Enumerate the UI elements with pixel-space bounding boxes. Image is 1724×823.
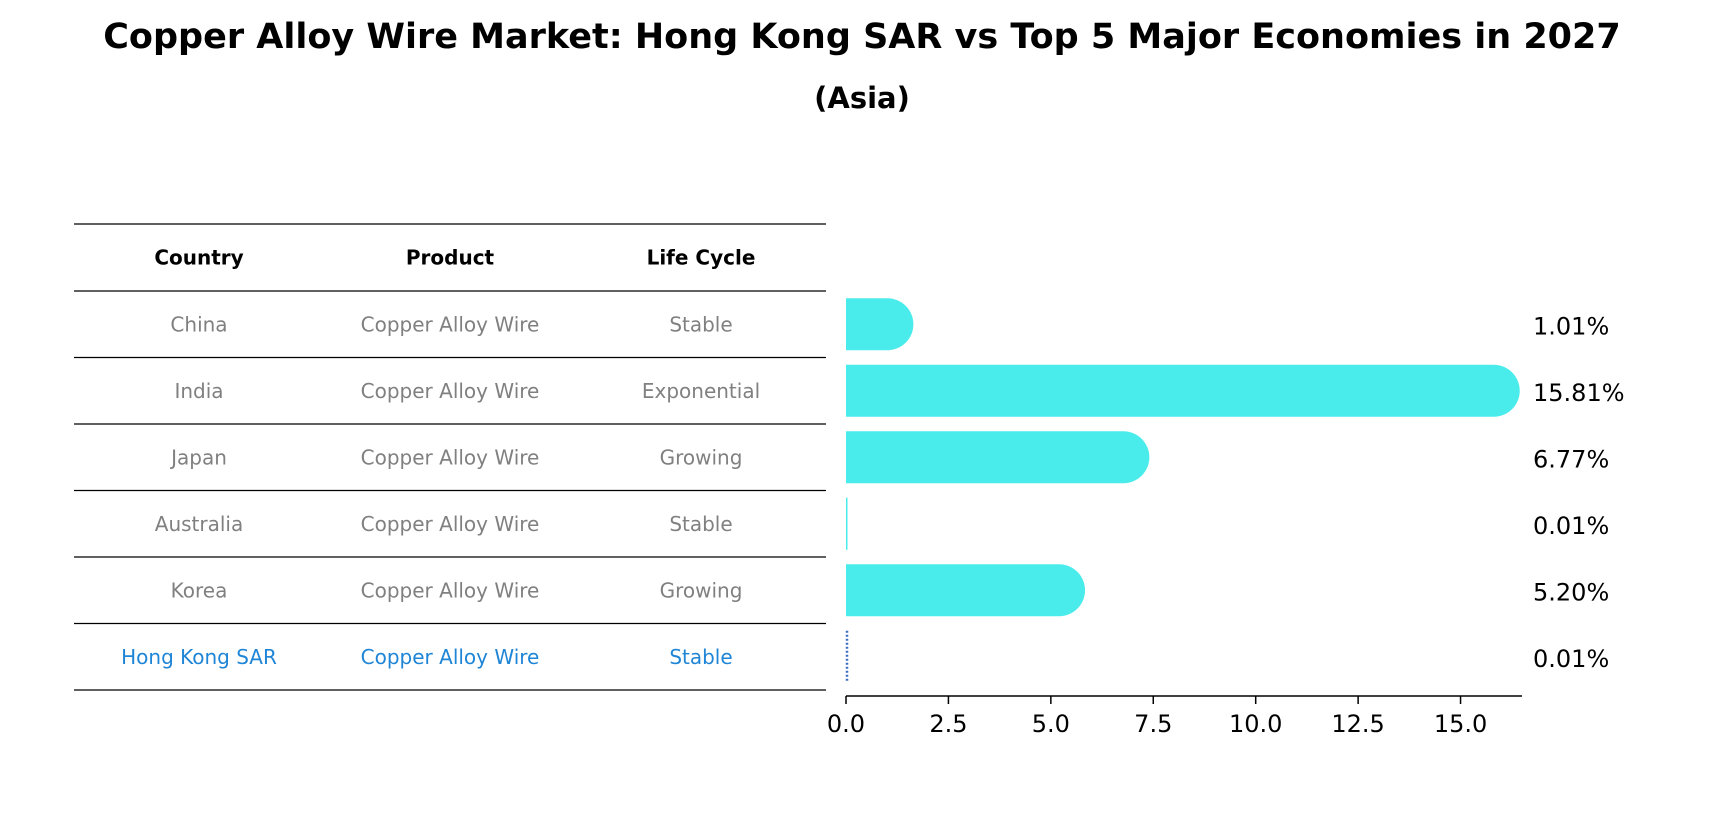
value-label: 5.20% (1533, 578, 1609, 606)
value-label: 15.81% (1533, 379, 1625, 407)
bar-china (846, 298, 914, 351)
table-row: Japan Copper Alloy Wire Growing (169, 445, 742, 469)
value-labels: 1.01% 15.81% 6.77% 0.01% 5.20% 0.01% (1533, 312, 1625, 673)
bar-australia (846, 497, 848, 550)
bar-korea (846, 564, 1086, 617)
bar-series (845, 298, 1520, 683)
cell-country: China (170, 312, 227, 336)
cell-product: Copper Alloy Wire (361, 312, 540, 336)
bar-japan (846, 431, 1150, 484)
cell-life-cycle: Growing (660, 578, 743, 602)
cell-product: Copper Alloy Wire (361, 379, 540, 403)
x-axis: 0.0 2.5 5.0 7.5 10.0 12.5 15.0 (827, 695, 1522, 738)
table-row: Australia Copper Alloy Wire Stable (155, 512, 733, 536)
chart-title: Copper Alloy Wire Market: Hong Kong SAR … (103, 17, 1620, 57)
x-tick-label: 15.0 (1434, 710, 1487, 738)
cell-life-cycle: Stable (669, 512, 732, 536)
x-tick-label: 10.0 (1229, 710, 1282, 738)
cell-life-cycle: Exponential (642, 379, 760, 403)
cell-country: Australia (155, 512, 243, 536)
value-label: 0.01% (1533, 512, 1609, 540)
chart-subtitle: (Asia) (814, 81, 910, 115)
cell-life-cycle: Growing (660, 445, 743, 469)
cell-product: Copper Alloy Wire (361, 645, 540, 669)
x-tick-label: 0.0 (827, 710, 865, 738)
header-country: Country (154, 246, 243, 270)
cell-life-cycle: Stable (669, 645, 732, 669)
header-life-cycle: Life Cycle (647, 246, 756, 270)
value-label: 6.77% (1533, 445, 1609, 473)
value-label: 1.01% (1533, 312, 1609, 340)
table-row: China Copper Alloy Wire Stable (170, 312, 732, 336)
x-tick-label: 5.0 (1032, 710, 1070, 738)
x-tick-label: 7.5 (1134, 710, 1172, 738)
value-label: 0.01% (1533, 645, 1609, 673)
cell-country: Japan (169, 445, 227, 469)
table-row: India Copper Alloy Wire Exponential (174, 379, 760, 403)
data-table: Country Product Life Cycle China Copper Allo… (74, 223, 826, 691)
cell-product: Copper Alloy Wire (361, 512, 540, 536)
bar-india (846, 364, 1520, 417)
header-product: Product (406, 246, 495, 270)
cell-country: India (174, 379, 223, 403)
cell-country: Hong Kong SAR (121, 645, 277, 669)
cell-product: Copper Alloy Wire (361, 578, 540, 602)
cell-product: Copper Alloy Wire (361, 445, 540, 469)
x-tick-label: 2.5 (929, 710, 967, 738)
cell-country: Korea (171, 578, 228, 602)
cell-life-cycle: Stable (669, 312, 732, 336)
x-tick-label: 12.5 (1331, 710, 1384, 738)
table-row: Korea Copper Alloy Wire Growing (171, 578, 743, 602)
table-row: Hong Kong SAR Copper Alloy Wire Stable (121, 645, 733, 669)
